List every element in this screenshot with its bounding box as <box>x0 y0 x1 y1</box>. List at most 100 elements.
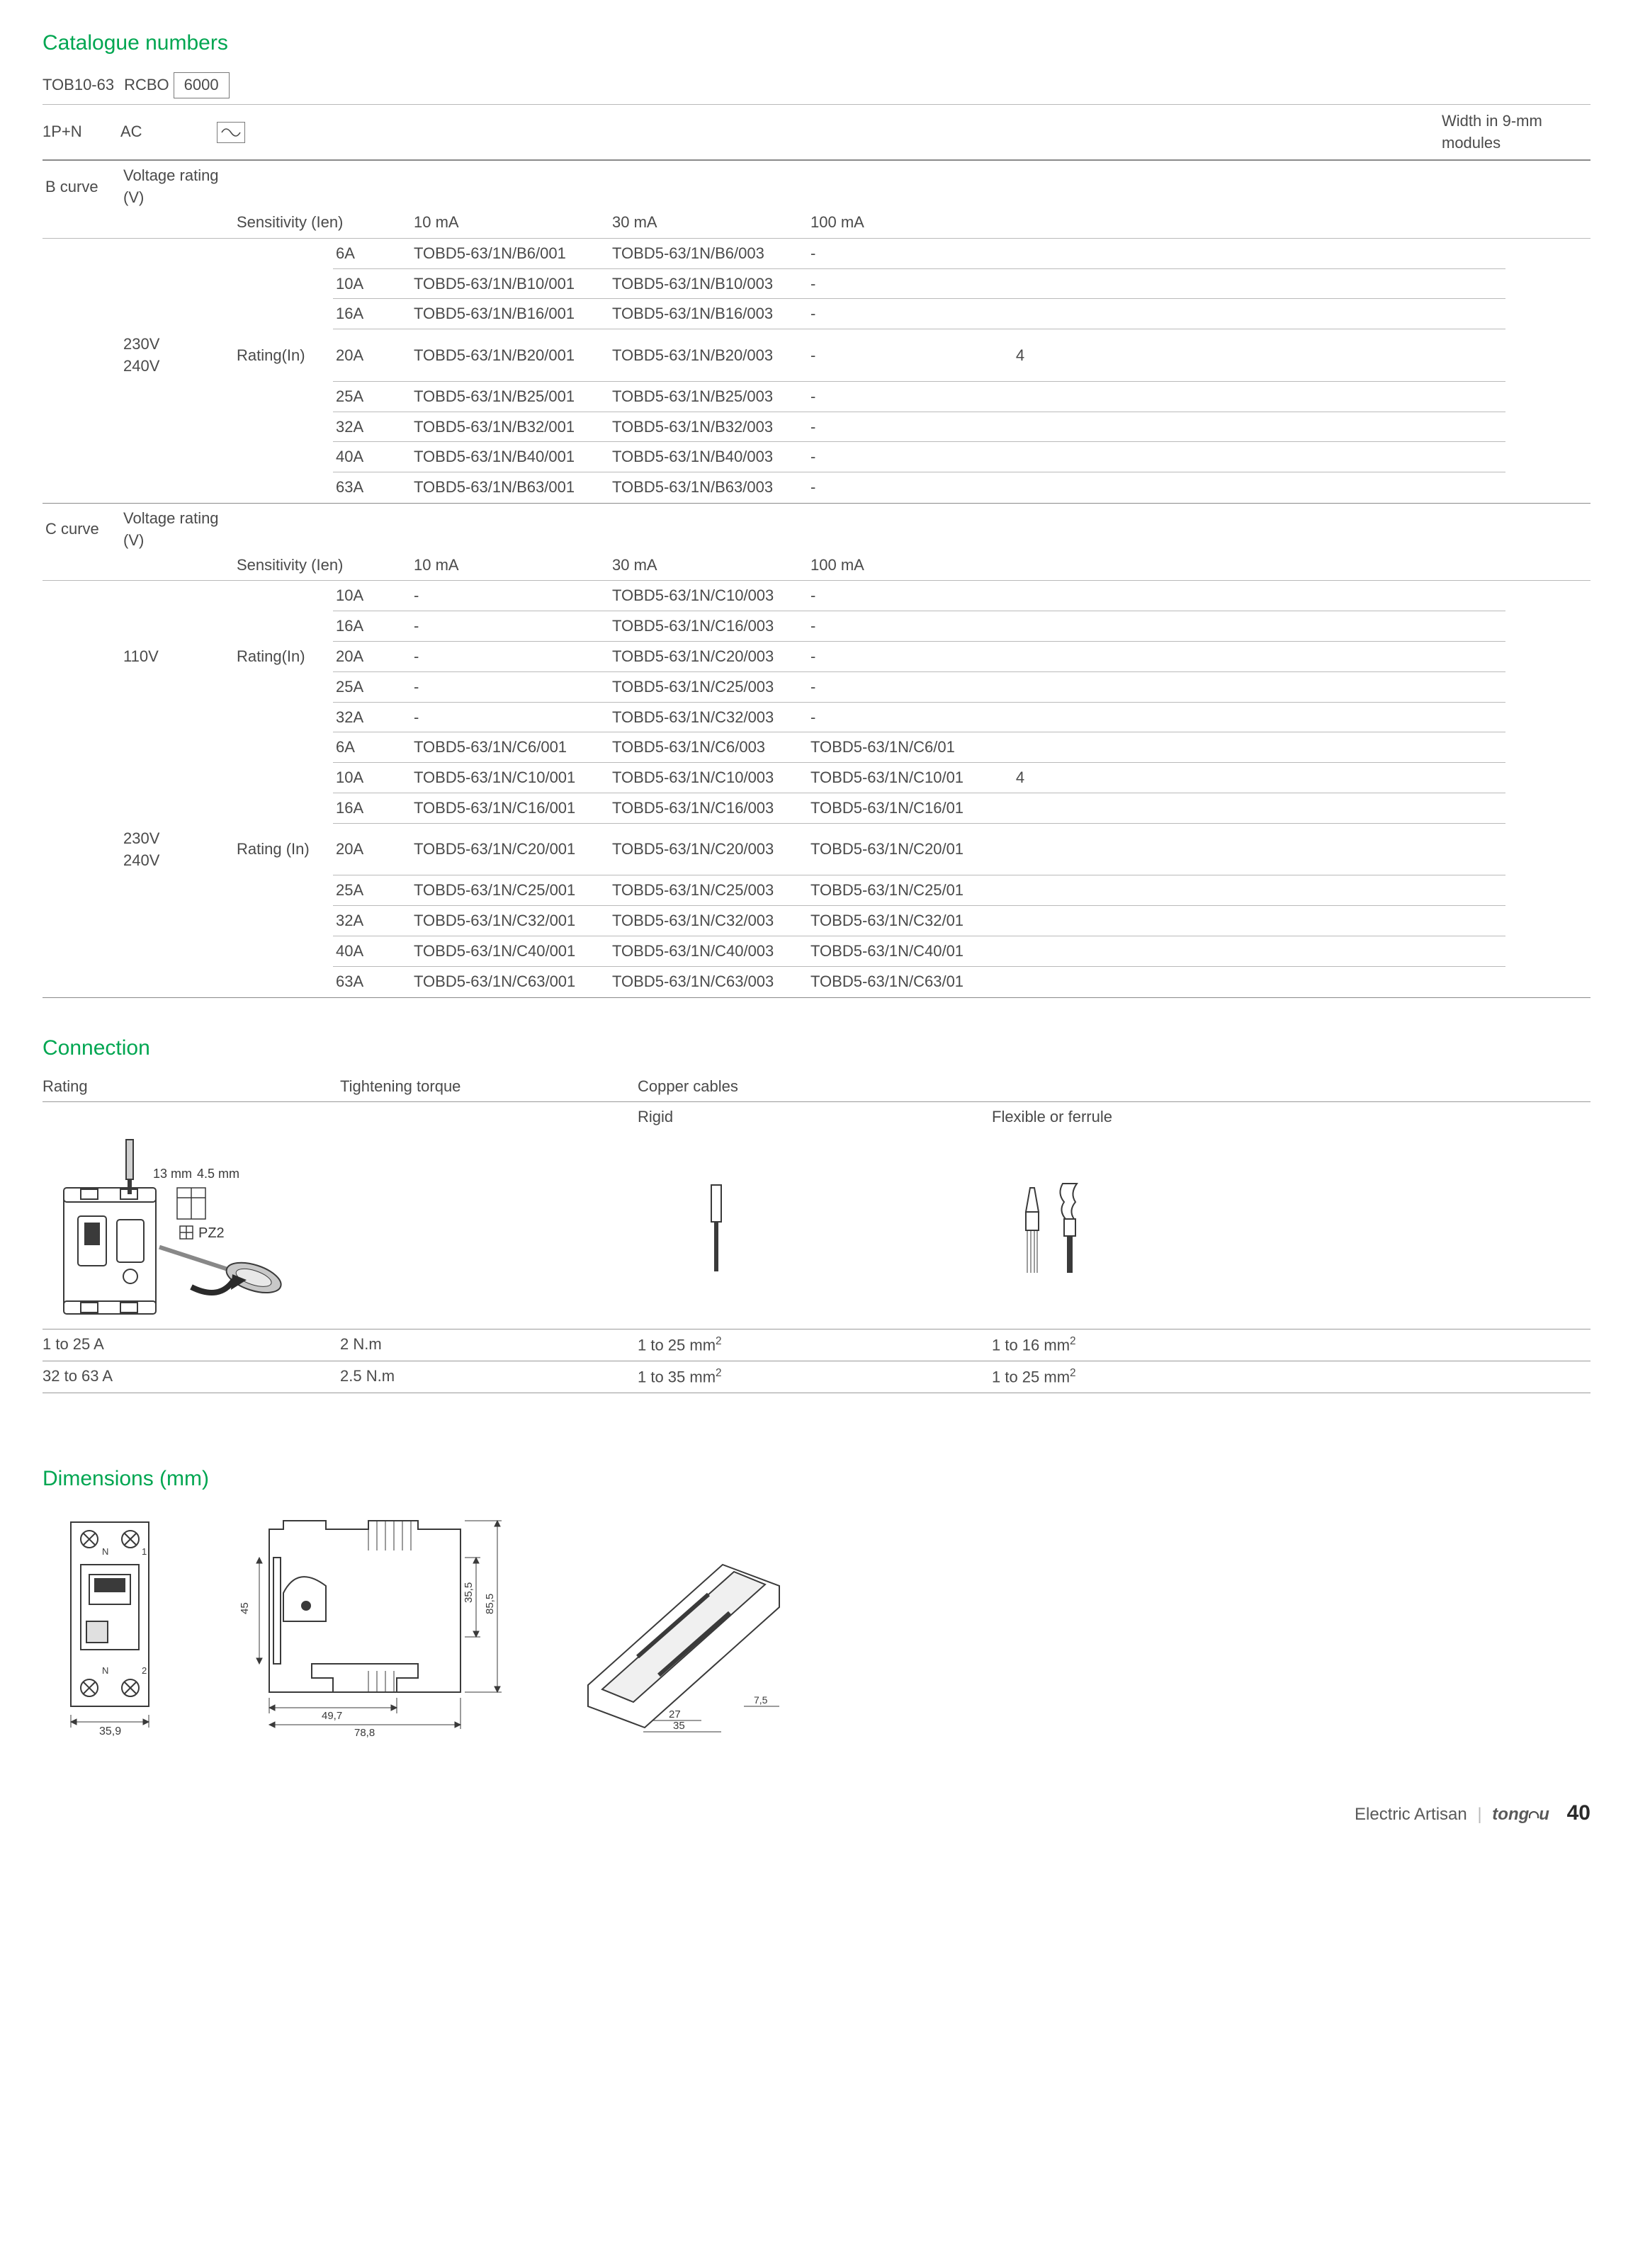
table-row: 10ATOBD5-63/1N/C10/001TOBD5-63/1N/C10/00… <box>43 763 1590 793</box>
connection-row-2: 32 to 63 A 2.5 N.m 1 to 35 mm2 1 to 25 m… <box>43 1361 1590 1393</box>
width-label: Width in 9-mm modules <box>1442 110 1590 154</box>
data-cell: - <box>808 242 978 266</box>
connection-header: Rating Tightening torque Copper cables <box>43 1072 1590 1103</box>
data-cell: TOBD5-63/1N/C25/001 <box>411 878 609 903</box>
width-cell: 4 <box>978 344 1063 368</box>
data-cell: 10A <box>333 766 411 790</box>
table-row: 25ATOBD5-63/1N/B25/001TOBD5-63/1N/B25/00… <box>43 382 1590 412</box>
data-cell: TOBD5-63/1N/C63/003 <box>609 970 808 994</box>
device-screwdriver-icon: 13 mm 4.5 mm PZ2 <box>43 1138 298 1322</box>
data-cell: TOBD5-63/1N/C16/003 <box>609 796 808 821</box>
data-cell: - <box>808 614 978 639</box>
b-curve-label: B curve <box>43 175 120 200</box>
connection-row-1: 1 to 25 A 2 N.m 1 to 25 mm2 1 to 16 mm2 <box>43 1329 1590 1361</box>
conn-r1-rating: 1 to 25 A <box>43 1334 340 1356</box>
data-cell: TOBD5-63/1N/C40/01 <box>808 939 978 964</box>
c-curve-header: C curve Voltage rating (V) Sensitivity (… <box>43 504 1590 581</box>
conn-col-flex: Flexible or ferrule <box>992 1106 1275 1128</box>
data-cell: 25A <box>333 878 411 903</box>
data-cell: 16A <box>333 614 411 639</box>
data-cell: TOBD5-63/1N/C16/001 <box>411 796 609 821</box>
data-cell: TOBD5-63/1N/C25/003 <box>609 878 808 903</box>
data-cell: TOBD5-63/1N/C32/003 <box>609 909 808 934</box>
table-row: 63ATOBD5-63/1N/B63/001TOBD5-63/1N/B63/00… <box>43 472 1590 504</box>
table-row: 230V240VRating (In)20ATOBD5-63/1N/C20/00… <box>43 824 1590 876</box>
data-cell: 25A <box>333 675 411 700</box>
data-cell: TOBD5-63/1N/C6/001 <box>411 735 609 760</box>
svg-text:27: 27 <box>669 1708 681 1720</box>
conn-r1-flex: 1 to 16 mm2 <box>992 1334 1275 1356</box>
data-cell: TOBD5-63/1N/B16/003 <box>609 302 808 327</box>
conn-col-rigid: Rigid <box>638 1106 992 1128</box>
data-cell: TOBD5-63/1N/B40/001 <box>411 445 609 470</box>
data-cell: TOBD5-63/1N/B63/001 <box>411 475 609 500</box>
dimensions-title: Dimensions (mm) <box>43 1464 1590 1494</box>
data-cell: TOBD5-63/1N/B6/003 <box>609 242 808 266</box>
data-cell: 25A <box>333 385 411 409</box>
voltage-cell: 230V240V <box>120 332 234 379</box>
data-cell: TOBD5-63/1N/C6/003 <box>609 735 808 760</box>
data-cell: 10A <box>333 584 411 608</box>
table-row: 25A-TOBD5-63/1N/C25/003- <box>43 672 1590 703</box>
data-cell: - <box>808 645 978 669</box>
table-row: 63ATOBD5-63/1N/C63/001TOBD5-63/1N/C63/00… <box>43 967 1590 998</box>
svg-text:35,9: 35,9 <box>99 1725 121 1737</box>
data-cell: 40A <box>333 939 411 964</box>
data-cell: 10A <box>333 272 411 297</box>
svg-text:49,7: 49,7 <box>322 1710 342 1722</box>
svg-text:45: 45 <box>239 1602 251 1614</box>
data-cell: 16A <box>333 796 411 821</box>
table-row: 10A-TOBD5-63/1N/C10/003- <box>43 581 1590 611</box>
sensitivity-label-2: Sensitivity (Ien) <box>234 553 411 578</box>
data-cell: - <box>808 475 978 500</box>
dimension-rail-icon: 27 35 7,5 <box>567 1543 808 1742</box>
data-cell: 32A <box>333 415 411 440</box>
data-cell: TOBD5-63/1N/C10/003 <box>609 584 808 608</box>
voltage-cell: 110V <box>120 645 234 669</box>
table-row: 230V240VRating(In)20ATOBD5-63/1N/B20/001… <box>43 329 1590 382</box>
conn-col-rating: Rating <box>43 1076 340 1098</box>
conn-r2-rating: 32 to 63 A <box>43 1366 340 1388</box>
voltage-cell: 230V240V <box>120 827 234 873</box>
table-row: 25ATOBD5-63/1N/C25/001TOBD5-63/1N/C25/00… <box>43 875 1590 906</box>
data-cell: TOBD5-63/1N/C20/003 <box>609 837 808 862</box>
data-cell: TOBD5-63/1N/C6/01 <box>808 735 978 760</box>
data-cell: 40A <box>333 445 411 470</box>
data-cell: - <box>808 445 978 470</box>
connection-subheader: Rigid Flexible or ferrule <box>43 1102 1590 1138</box>
data-cell: TOBD5-63/1N/B32/003 <box>609 415 808 440</box>
data-cell: - <box>808 272 978 297</box>
conn-r2-torque: 2.5 N.m <box>340 1366 638 1388</box>
data-cell: TOBD5-63/1N/C32/003 <box>609 705 808 730</box>
data-cell: TOBD5-63/1N/B20/001 <box>411 344 609 368</box>
rating-in-cell: Rating(In) <box>234 645 333 669</box>
svg-text:35: 35 <box>673 1720 685 1732</box>
rigid-cable-icon <box>694 1181 737 1280</box>
data-cell: - <box>411 675 609 700</box>
data-cell: TOBD5-63/1N/C20/001 <box>411 837 609 862</box>
table-row: 40ATOBD5-63/1N/B40/001TOBD5-63/1N/B40/00… <box>43 442 1590 472</box>
c-curve-label: C curve <box>43 517 120 542</box>
table-row: 16ATOBD5-63/1N/C16/001TOBD5-63/1N/C16/00… <box>43 793 1590 824</box>
rating-in-cell: Rating (In) <box>234 837 333 862</box>
conn-col-torque: Tightening torque <box>340 1076 638 1098</box>
svg-text:1: 1 <box>142 1546 147 1557</box>
conn-r2-rigid: 1 to 35 mm2 <box>638 1366 992 1388</box>
svg-text:PZ2: PZ2 <box>198 1225 225 1241</box>
data-cell: TOBD5-63/1N/C25/003 <box>609 675 808 700</box>
data-cell: - <box>411 584 609 608</box>
data-cell: 63A <box>333 475 411 500</box>
model-type: RCBO <box>124 74 169 96</box>
table-row: 16ATOBD5-63/1N/B16/001TOBD5-63/1N/B16/00… <box>43 299 1590 329</box>
voltage-label: Voltage rating (V) <box>120 164 234 210</box>
data-cell: TOBD5-63/1N/B25/003 <box>609 385 808 409</box>
rating-in-cell: Rating(In) <box>234 344 333 368</box>
model-code: TOB10-63 <box>43 74 114 96</box>
data-cell: - <box>411 705 609 730</box>
data-cell: - <box>808 675 978 700</box>
page-footer: Electric Artisan | tongu 40 <box>43 1798 1590 1828</box>
data-cell: TOBD5-63/1N/C16/01 <box>808 796 978 821</box>
width-cell: 4 <box>978 766 1063 790</box>
col-30ma-2: 30 mA <box>609 553 808 578</box>
table-row: 6ATOBD5-63/1N/C6/001TOBD5-63/1N/C6/003TO… <box>43 732 1590 763</box>
